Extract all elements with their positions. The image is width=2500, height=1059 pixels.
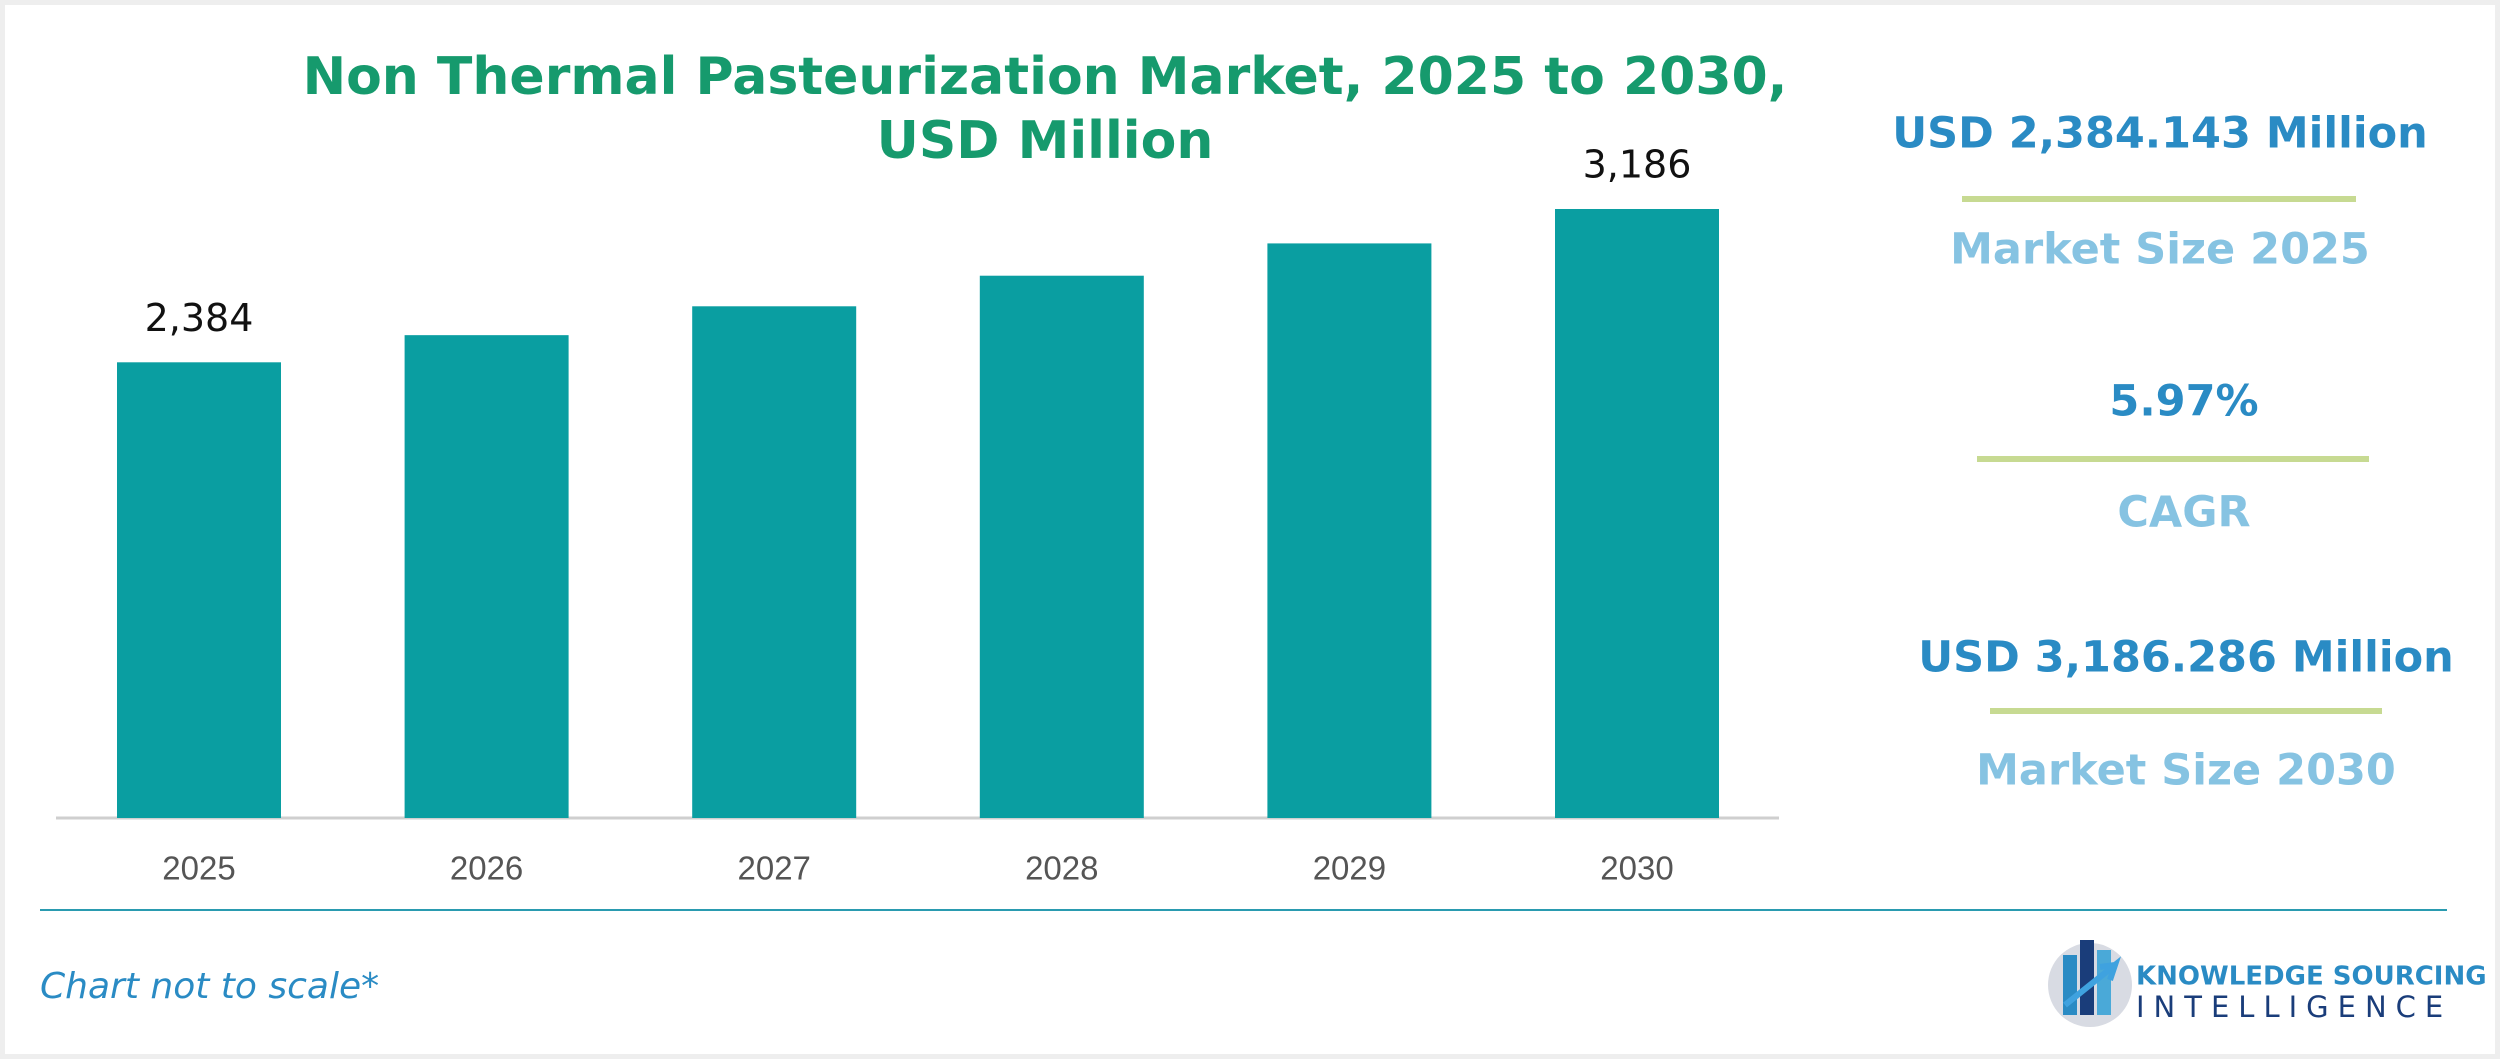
bar	[404, 335, 569, 818]
panel-label: CAGR	[2117, 488, 2250, 538]
bar	[117, 362, 281, 818]
x-tick-label: 2029	[1313, 850, 1386, 887]
bar	[1267, 243, 1432, 818]
x-tick-label: 2030	[1600, 850, 1673, 887]
panel-value: USD 2,384.143 Million	[1892, 109, 2428, 159]
panel-value: USD 3,186.286 Million	[1918, 633, 2454, 683]
x-tick-label: 2025	[162, 850, 235, 887]
value-label: 3,186	[1583, 143, 1692, 187]
logo-line1: KNOWLEDGE SOURCING	[2136, 962, 2487, 992]
bar	[692, 306, 857, 818]
chart-title: Non Thermal Pasteurization Market, 2025 …	[302, 47, 1788, 171]
panel-value: 5.97%	[2109, 377, 2258, 427]
bar	[1555, 209, 1719, 818]
logo-icon	[2048, 940, 2132, 1027]
logo-line2: INTELLIGENCE	[2136, 990, 2452, 1024]
chart: Chart not to scale* KNOWLEDGE SOURCING I…	[40, 109, 2487, 1027]
x-tick-label: 2028	[1025, 850, 1098, 887]
value-label: 2,384	[145, 296, 254, 340]
panel-label: Market Size 2030	[1976, 746, 2396, 796]
panel-label: Market Size 2025	[1950, 225, 2370, 275]
x-tick-label: 2026	[450, 850, 523, 887]
bar	[979, 275, 1144, 818]
footnote: Chart not to scale*	[40, 966, 379, 1007]
x-tick-label: 2027	[737, 850, 810, 887]
